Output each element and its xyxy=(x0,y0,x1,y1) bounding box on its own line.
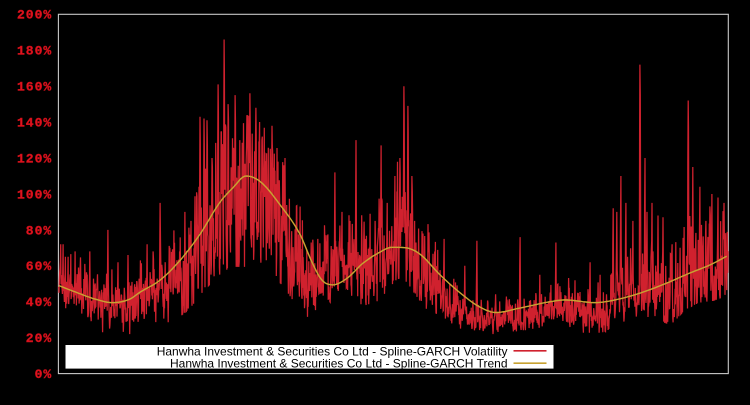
svg-text:Hanwha Investment & Securities: Hanwha Investment & Securities Co Ltd - … xyxy=(170,356,507,370)
svg-text:120%: 120% xyxy=(17,151,52,166)
svg-text:0%: 0% xyxy=(35,367,53,382)
svg-text:40%: 40% xyxy=(26,295,52,310)
svg-text:180%: 180% xyxy=(17,44,52,59)
svg-text:160%: 160% xyxy=(17,80,52,95)
svg-text:140%: 140% xyxy=(17,116,52,131)
svg-text:100%: 100% xyxy=(17,187,52,202)
svg-text:20%: 20% xyxy=(26,331,52,346)
svg-text:Hanwha Investment & Securities: Hanwha Investment & Securities Co Ltd - … xyxy=(157,344,508,358)
svg-text:200%: 200% xyxy=(17,8,52,23)
svg-text:80%: 80% xyxy=(26,223,52,238)
svg-text:60%: 60% xyxy=(26,259,52,274)
